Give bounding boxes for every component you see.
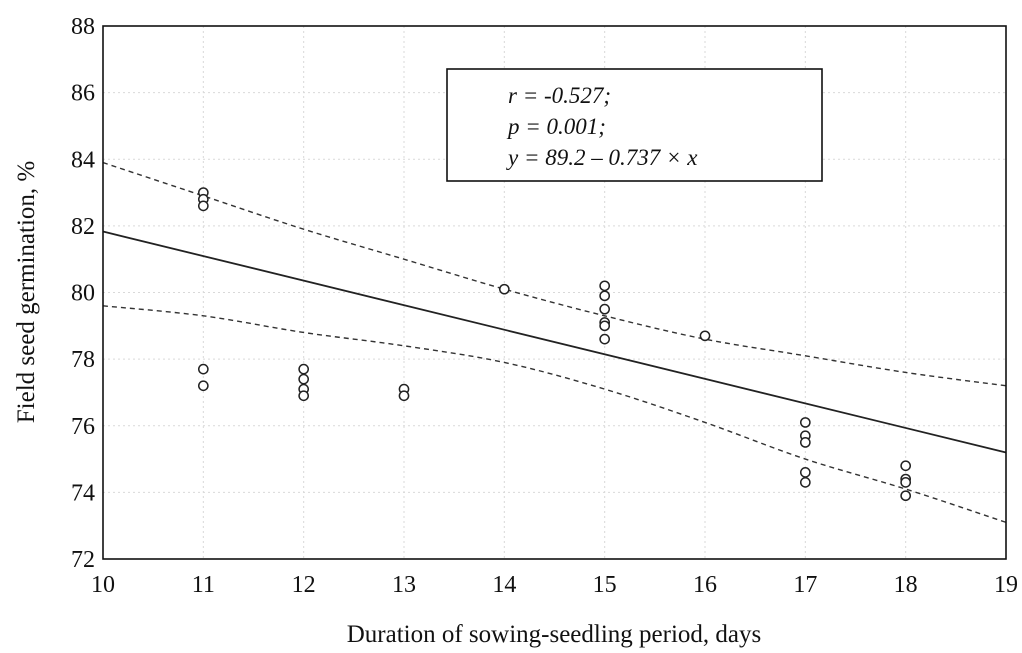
data-point: [197, 380, 209, 392]
confidence-band-lower: [102, 305, 1007, 524]
y-tick-label: 72: [71, 547, 95, 573]
stat-p: p = 0.001;: [506, 114, 606, 139]
data-point: [900, 490, 912, 502]
stat-r: r = -0.527;: [508, 83, 611, 108]
data-point: [197, 200, 209, 212]
y-tick-label: 88: [71, 14, 95, 40]
data-point: [599, 333, 611, 345]
data-point: [599, 280, 611, 292]
data-point: [298, 373, 310, 385]
x-tick-label: 13: [392, 572, 416, 598]
data-point: [900, 477, 912, 488]
y-tick-label: 74: [71, 480, 95, 506]
data-point: [298, 390, 310, 402]
x-tick-label: 17: [793, 572, 817, 598]
x-axis-label: Duration of sowing-seedling period, days: [347, 621, 762, 648]
x-tick-label: 15: [593, 572, 617, 598]
data-point: [599, 320, 611, 332]
confidence-band-upper: [102, 161, 1007, 387]
data-point: [599, 303, 611, 315]
x-tick-labels: 10 11 12 13 14 15 16 17 18 19: [91, 572, 1018, 598]
data-points: [197, 187, 912, 502]
data-point: [498, 283, 510, 295]
y-tick-label: 80: [71, 281, 95, 307]
x-tick-label: 14: [492, 572, 516, 598]
data-point: [699, 330, 711, 342]
x-tick-label: 12: [292, 572, 316, 598]
x-tick-label: 19: [994, 572, 1018, 598]
data-point: [398, 390, 410, 402]
x-tick-label: 11: [192, 572, 215, 598]
y-tick-labels: 72 74 76 78 80 82 84 86 88: [71, 14, 95, 573]
regression-line: [102, 230, 1007, 454]
confidence-bands: [102, 161, 1007, 524]
plot-frame: [102, 25, 1007, 560]
regression-line-group: [102, 230, 1007, 454]
y-tick-label: 78: [71, 347, 95, 373]
data-point: [298, 363, 310, 375]
stat-equation: y = 89.2 – 0.737 × x: [506, 145, 698, 170]
y-tick-label: 84: [71, 147, 95, 173]
y-axis-label: Field seed germination, %: [13, 161, 40, 423]
data-point: [799, 417, 811, 428]
y-tick-label: 76: [71, 414, 95, 440]
stats-annotation-box: r = -0.527; p = 0.001; y = 89.2 – 0.737 …: [446, 68, 823, 182]
x-tick-label: 18: [894, 572, 918, 598]
x-tick-label: 10: [91, 572, 115, 598]
x-tick-label: 16: [693, 572, 717, 598]
data-point: [599, 290, 611, 302]
data-point: [799, 437, 811, 448]
y-tick-label: 86: [71, 81, 95, 107]
data-point: [900, 460, 912, 472]
data-point: [197, 363, 209, 375]
y-tick-label: 82: [71, 214, 95, 240]
data-point: [799, 467, 811, 478]
data-point: [799, 477, 811, 488]
